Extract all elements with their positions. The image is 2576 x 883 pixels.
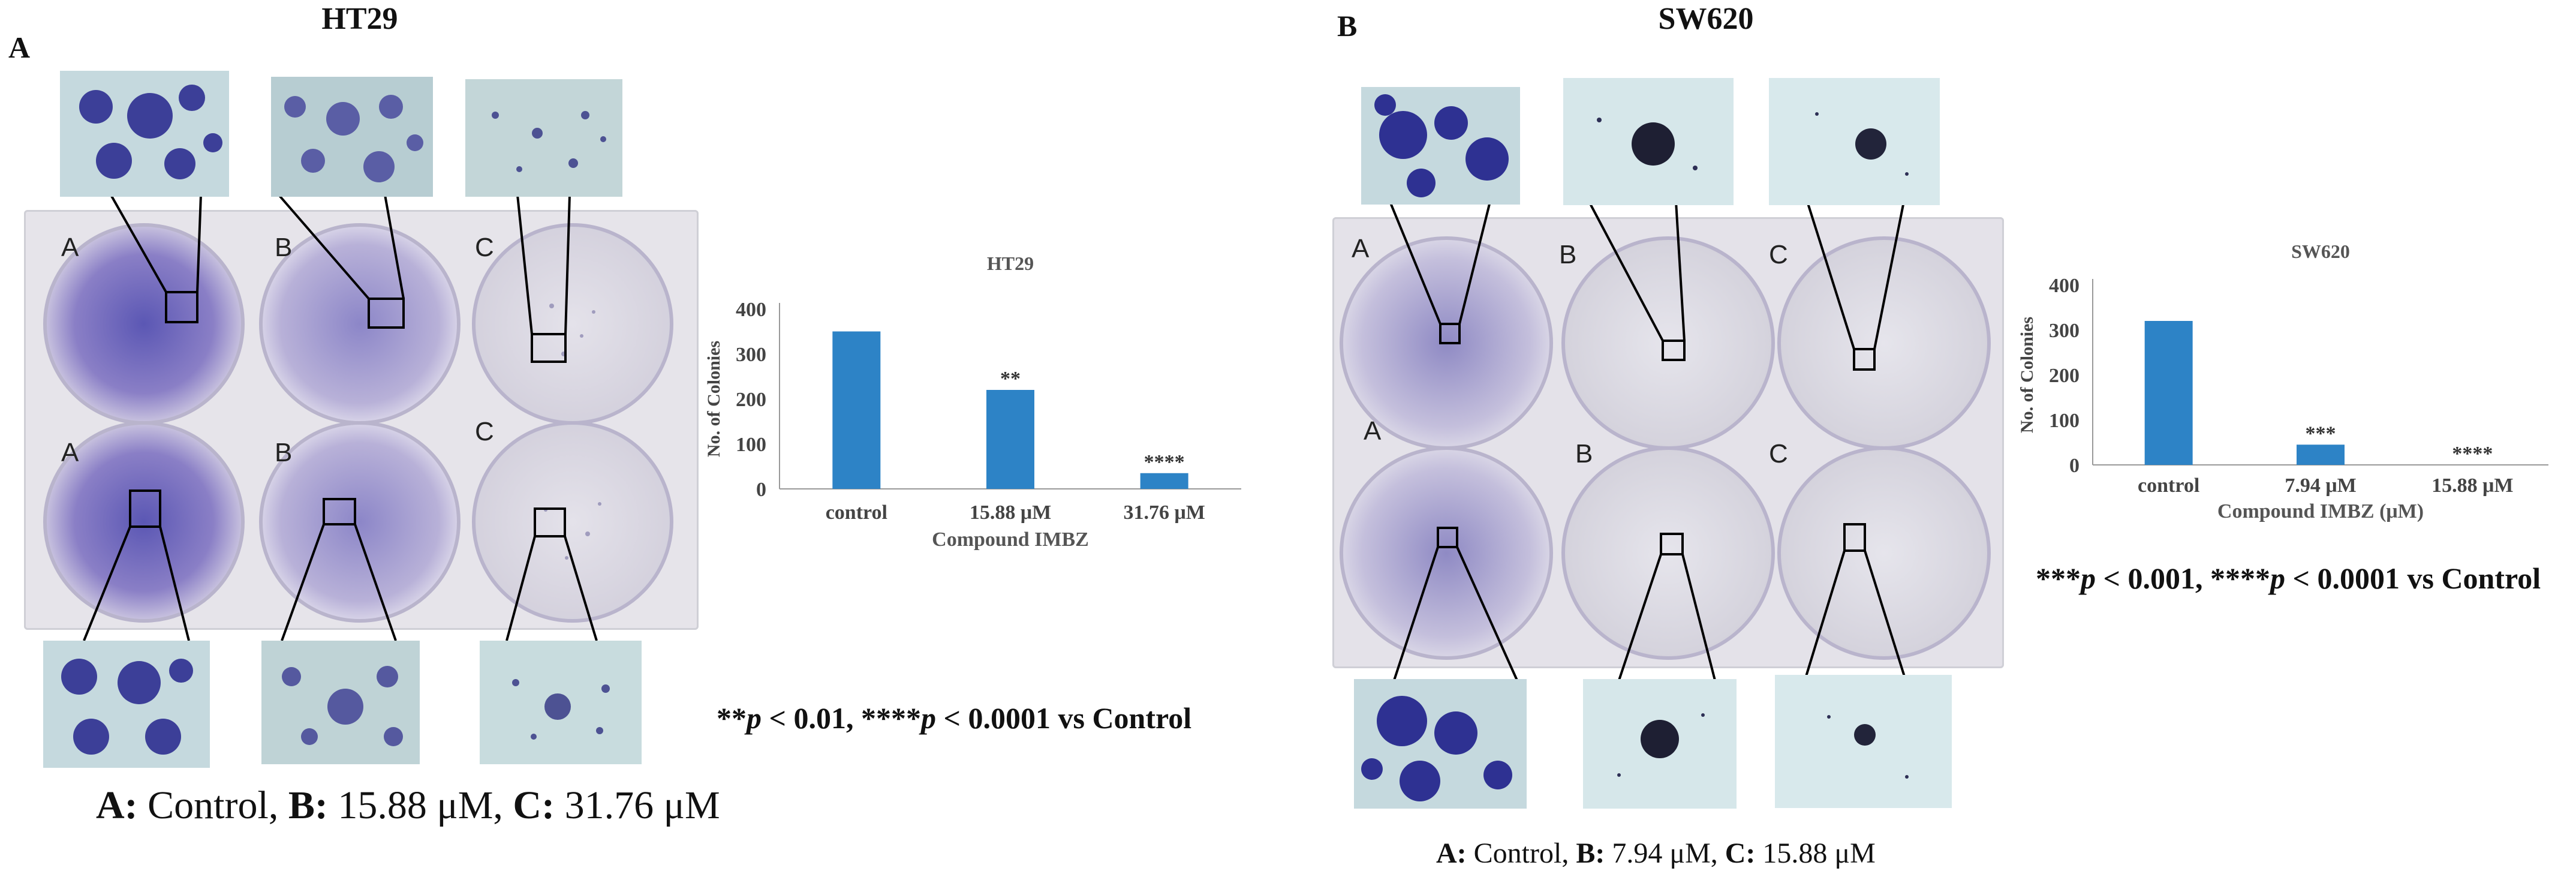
ht29-well-label: B (275, 233, 293, 262)
panel-b-letter: B (1337, 9, 1358, 43)
x-tick-label: control (826, 501, 887, 524)
y-tick-label: 0 (756, 479, 766, 501)
sw620-micrograph-c-bottom (1775, 675, 1952, 808)
chart-title: SW620 (2291, 241, 2350, 262)
y-tick-label: 200 (736, 389, 766, 411)
sw620-micrograph-b-top (1563, 78, 1734, 205)
ht29-well-label: C (475, 233, 494, 262)
bar-0 (832, 331, 881, 489)
ht29-significance-note: **p < 0.01, ****p < 0.0001 vs Control (717, 701, 1191, 735)
y-tick-label: 100 (2049, 410, 2080, 432)
ht29-micrograph-control-top (60, 71, 229, 197)
caption-b-text: 7.94 μM, (1605, 837, 1725, 869)
panel-b-title: SW620 (1658, 2, 1754, 36)
bar-2 (1140, 473, 1188, 489)
y-axis-label: No. of Colonies (2017, 317, 2037, 433)
sw620-well-label: C (1769, 439, 1788, 468)
bar-1 (986, 390, 1034, 489)
ht29-micrograph-c-top (465, 79, 622, 197)
sig-rest-1: < 0.001, (2096, 561, 2210, 595)
ht29-well-label: B (275, 438, 293, 467)
sig-rest-2: < 0.0001 vs Control (2285, 561, 2541, 595)
significance-label: **** (1144, 451, 1185, 473)
sig-rest-2: < 0.0001 vs Control (936, 701, 1192, 735)
sig-stars-1: ** (717, 701, 747, 735)
x-tick-label: 15.88 μM (970, 501, 1051, 524)
x-axis-label: Compound IMBZ (μM) (2217, 500, 2424, 522)
ht29-micrograph-control-bottom (43, 641, 210, 768)
y-tick-label: 0 (2069, 455, 2080, 477)
caption-c-text: 15.88 μM (1755, 837, 1876, 869)
sw620-micrograph-control-top (1361, 87, 1520, 205)
sw620-plate: A B C A B C (1332, 217, 2004, 668)
x-tick-label: 15.88 μM (2431, 474, 2513, 497)
sw-well-c2 (1777, 446, 1991, 660)
ht29-micrograph-c-bottom (480, 641, 642, 764)
panel-a-letter: A (8, 31, 31, 64)
x-axis-label: Compound IMBZ (932, 528, 1089, 551)
sw620-micrograph-control-bottom (1354, 679, 1527, 809)
sw620-well-label: A (1352, 234, 1370, 263)
well-a2 (43, 421, 245, 623)
sw620-micrograph-b-bottom (1583, 679, 1737, 809)
y-tick-label: 300 (2049, 320, 2080, 342)
panel-a-title: HT29 (321, 2, 398, 36)
significance-label: ** (1000, 368, 1021, 390)
y-tick-label: 400 (736, 299, 766, 321)
caption-b-label: B: (1576, 837, 1605, 869)
ht29-plate: A B C A B C (24, 210, 699, 630)
x-tick-label: control (2138, 474, 2199, 497)
sig-rest-1: < 0.01, (762, 701, 861, 735)
y-tick-label: 200 (2049, 365, 2080, 387)
sw620-caption: A: Control, B: 7.94 μM, C: 15.88 μM (1436, 837, 1876, 870)
x-tick-label: 7.94 μM (2285, 474, 2356, 497)
sw620-bar-chart: SW620 0 100 200 300 400 No. of Colonies control… (2017, 241, 2548, 522)
caption-b-text: 15.88 μM, (327, 783, 513, 827)
sig-p-1: p (2081, 561, 2096, 595)
chart-title: HT29 (987, 253, 1034, 274)
x-tick-label: 31.76 μM (1123, 501, 1205, 524)
ht29-well-label: C (475, 417, 494, 446)
ht29-caption: A: Control, B: 15.88 μM, C: 31.76 μM (96, 783, 720, 828)
well-c2 (472, 421, 673, 623)
caption-a-text: Control, (137, 783, 288, 827)
ht29-micrograph-b-top (271, 77, 433, 197)
bar-0 (2144, 321, 2193, 465)
significance-label: *** (2306, 422, 2336, 444)
caption-a-text: Control, (1466, 837, 1576, 869)
bar-1 (2297, 444, 2345, 465)
sw-well-a2 (1340, 446, 1553, 660)
caption-c-label: C: (513, 783, 555, 827)
sig-stars-2: **** (2210, 561, 2270, 595)
ht29-micrograph-b-bottom (261, 641, 420, 764)
sw620-micrograph-c-top (1769, 78, 1940, 205)
caption-b-label: B: (288, 783, 328, 827)
sw620-well-label: B (1575, 439, 1593, 468)
y-axis-label: No. of Colonies (704, 341, 724, 457)
y-tick-label: 300 (736, 344, 766, 366)
caption-c-text: 31.76 μM (555, 783, 720, 827)
well-b2 (259, 421, 461, 623)
y-tick-label: 100 (736, 434, 766, 456)
significance-label: **** (2452, 443, 2493, 465)
sig-p-1: p (747, 701, 762, 735)
sw620-well-label: A (1364, 416, 1382, 446)
ht29-bar-chart: HT29 0 100 200 300 400 No. of Colonies control *… (704, 253, 1241, 551)
sig-p-2: p (921, 701, 936, 735)
sig-stars-1: *** (2036, 561, 2081, 595)
sw620-well-label: B (1559, 240, 1577, 269)
sig-p-2: p (2270, 561, 2285, 595)
ht29-well-label: A (61, 438, 79, 467)
sw620-well-label: C (1769, 240, 1788, 269)
caption-a-label: A: (96, 783, 138, 827)
caption-c-label: C: (1725, 837, 1756, 869)
y-tick-label: 400 (2049, 275, 2080, 297)
ht29-well-label: A (61, 233, 79, 262)
sw620-significance-note: ***p < 0.001, ****p < 0.0001 vs Control (2036, 561, 2541, 596)
caption-a-label: A: (1436, 837, 1467, 869)
sig-stars-2: **** (861, 701, 921, 735)
